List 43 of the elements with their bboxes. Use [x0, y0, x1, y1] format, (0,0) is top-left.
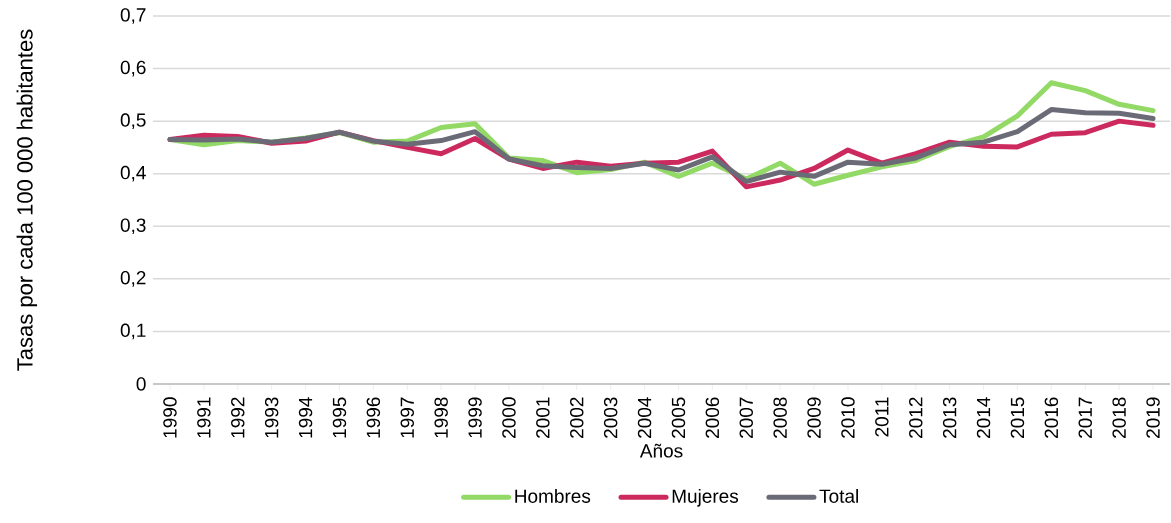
x-tick-label: 2007	[739, 397, 753, 438]
legend-label: Total	[819, 488, 858, 503]
x-tick-label: 2015	[1010, 397, 1025, 438]
x-tick-label: 2008	[773, 397, 787, 438]
x-tick-label: 2009	[807, 397, 821, 438]
x-tick-label: 2017	[1078, 397, 1092, 438]
x-tick-label: 1995	[332, 397, 347, 438]
x-tick-label: 2002	[570, 397, 584, 438]
x-tick-label: 2019	[1146, 397, 1160, 438]
x-tick-label: 1990	[163, 397, 177, 438]
x-tick-label: 2010	[841, 397, 855, 438]
x-tick-label: 2018	[1112, 397, 1126, 438]
x-tick-label: 1996	[366, 397, 381, 438]
y-tick-label: 0,4	[120, 165, 146, 182]
x-tick-label: 1998	[434, 397, 448, 438]
x-tick-label: 2004	[637, 397, 652, 438]
x-tick-label: 2011	[875, 397, 889, 437]
x-tick-label: 1992	[231, 397, 245, 438]
y-tick-label: 0,3	[120, 218, 146, 235]
x-tick-label: 2012	[909, 397, 923, 438]
y-tick-label: 0	[136, 377, 146, 391]
x-tick-label: 1991	[197, 397, 211, 438]
x-tick-label: 1999	[468, 397, 482, 438]
x-tick-label: 2000	[502, 397, 516, 438]
x-tick-label: 1993	[264, 397, 279, 438]
x-tick-label: 2016	[1044, 397, 1059, 438]
x-tick-label: 2006	[705, 397, 720, 438]
y-tick-label: 0,2	[120, 270, 146, 287]
legend-label: Hombres	[515, 488, 591, 503]
x-tick-label: 2013	[942, 397, 957, 438]
x-tick-label: 2005	[671, 397, 686, 438]
x-tick-label: 2001	[536, 397, 550, 438]
x-tick-label: 1997	[400, 397, 414, 438]
x-tick-label: 1994	[298, 397, 313, 438]
y-tick-label: 0,1	[120, 323, 146, 340]
y-axis-title: Tasas por cada 100 000 habitantes	[16, 29, 38, 371]
y-tick-label: 0,6	[120, 60, 146, 77]
legend-label: Mujeres	[672, 488, 739, 507]
y-tick-label: 0,7	[120, 8, 146, 24]
y-tick-label: 0,5	[120, 113, 146, 129]
x-tick-label: 2003	[603, 397, 618, 438]
x-tick-label: 2014	[976, 397, 991, 438]
x-axis-title: Años	[639, 443, 683, 458]
